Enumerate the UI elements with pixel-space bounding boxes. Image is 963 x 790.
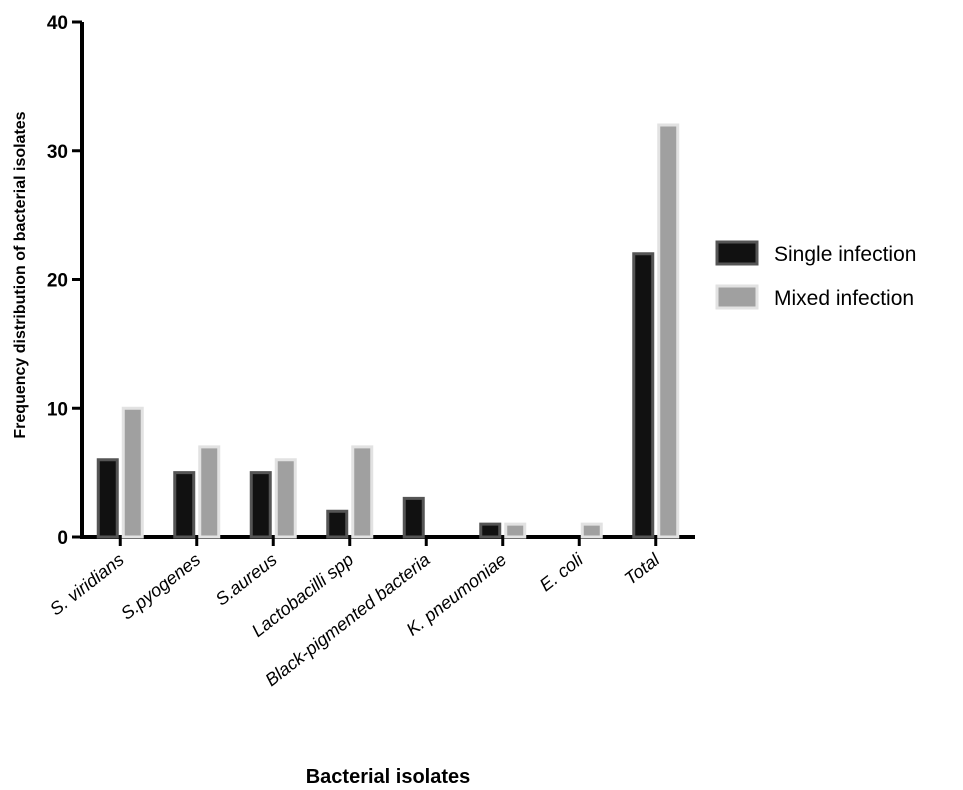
y-tick-label: 10 [47, 399, 68, 420]
bar-mixed-infection [657, 123, 680, 539]
x-tick-label: S.pyogenes [117, 549, 204, 623]
bar-mixed-infection [121, 406, 144, 539]
y-axis-title: Frequency distribution of bacterial isol… [12, 111, 29, 438]
bars-group [96, 123, 680, 539]
bar-single-infection [173, 471, 196, 539]
x-tick-label: S.aureus [212, 549, 281, 609]
bar-single-infection [96, 458, 119, 539]
legend-label: Single infection [774, 243, 916, 266]
bar-single-infection [632, 252, 655, 539]
bar-single-infection [249, 471, 272, 539]
x-tick-label: Total [621, 549, 664, 589]
bar-single-infection [479, 522, 502, 539]
bar-mixed-infection [198, 445, 221, 539]
y-tick-label: 40 [47, 13, 68, 34]
y-axis: 0 10 20 30 40 [47, 13, 84, 549]
x-tick-label: S. viridians [46, 549, 128, 619]
bar-mixed-infection [504, 522, 527, 539]
bar-single-infection [326, 509, 349, 539]
x-axis-title: Bacterial isolates [306, 766, 471, 788]
bar-mixed-infection [274, 458, 297, 539]
x-tick-label: E. coli [536, 549, 588, 596]
y-tick-label: 0 [57, 528, 68, 549]
y-tick-label: 30 [47, 142, 68, 163]
bar-single-infection [402, 496, 425, 539]
legend-label: Mixed infection [774, 287, 914, 310]
legend-swatch [715, 284, 759, 310]
legend: Single infection Mixed infection [715, 240, 916, 310]
bar-mixed-infection [580, 522, 603, 539]
legend-swatch [715, 240, 759, 266]
y-tick-label: 20 [47, 271, 68, 292]
bar-mixed-infection [351, 445, 374, 539]
